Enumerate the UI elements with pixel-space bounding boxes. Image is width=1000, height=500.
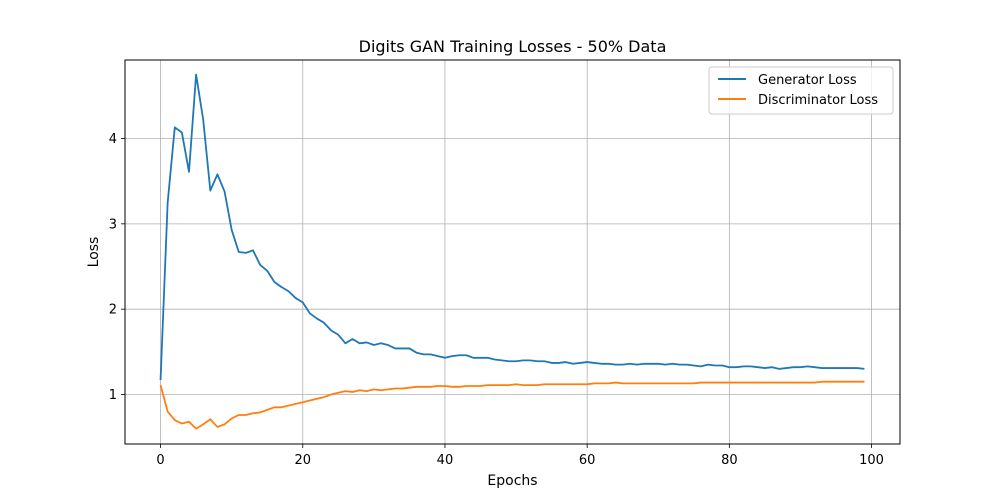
y-axis-label: Loss: [86, 237, 102, 268]
y-tick-label: 1: [109, 388, 117, 403]
x-tick-label: 20: [294, 453, 311, 468]
x-tick-label: 60: [579, 453, 596, 468]
legend-discriminator-label: Discriminator Loss: [758, 93, 878, 108]
y-tick-label: 2: [109, 303, 117, 318]
legend-box: [708, 66, 894, 115]
y-tick-label: 4: [109, 132, 117, 147]
x-axis-label: Epochs: [487, 473, 537, 489]
chart-title: Digits GAN Training Losses - 50% Data: [359, 37, 667, 56]
x-tick-label: 0: [156, 453, 164, 468]
series-lines: [159, 73, 865, 430]
x-tick-label: 100: [859, 453, 884, 468]
axis-ticks: 0 20 40 60 80 100 1 2 3 4: [109, 132, 884, 468]
legend-generator-label: Generator Loss: [758, 73, 857, 88]
y-tick-label: 3: [109, 217, 117, 232]
series-line-discriminator-loss: [159, 380, 865, 430]
grid: [125, 60, 900, 444]
legend: Generator Loss Discriminator Loss: [708, 66, 894, 115]
x-tick-label: 40: [437, 453, 454, 468]
series-line-generator-loss: [159, 73, 865, 381]
x-tick-label: 80: [721, 453, 738, 468]
plot-area-frame: [124, 59, 901, 445]
